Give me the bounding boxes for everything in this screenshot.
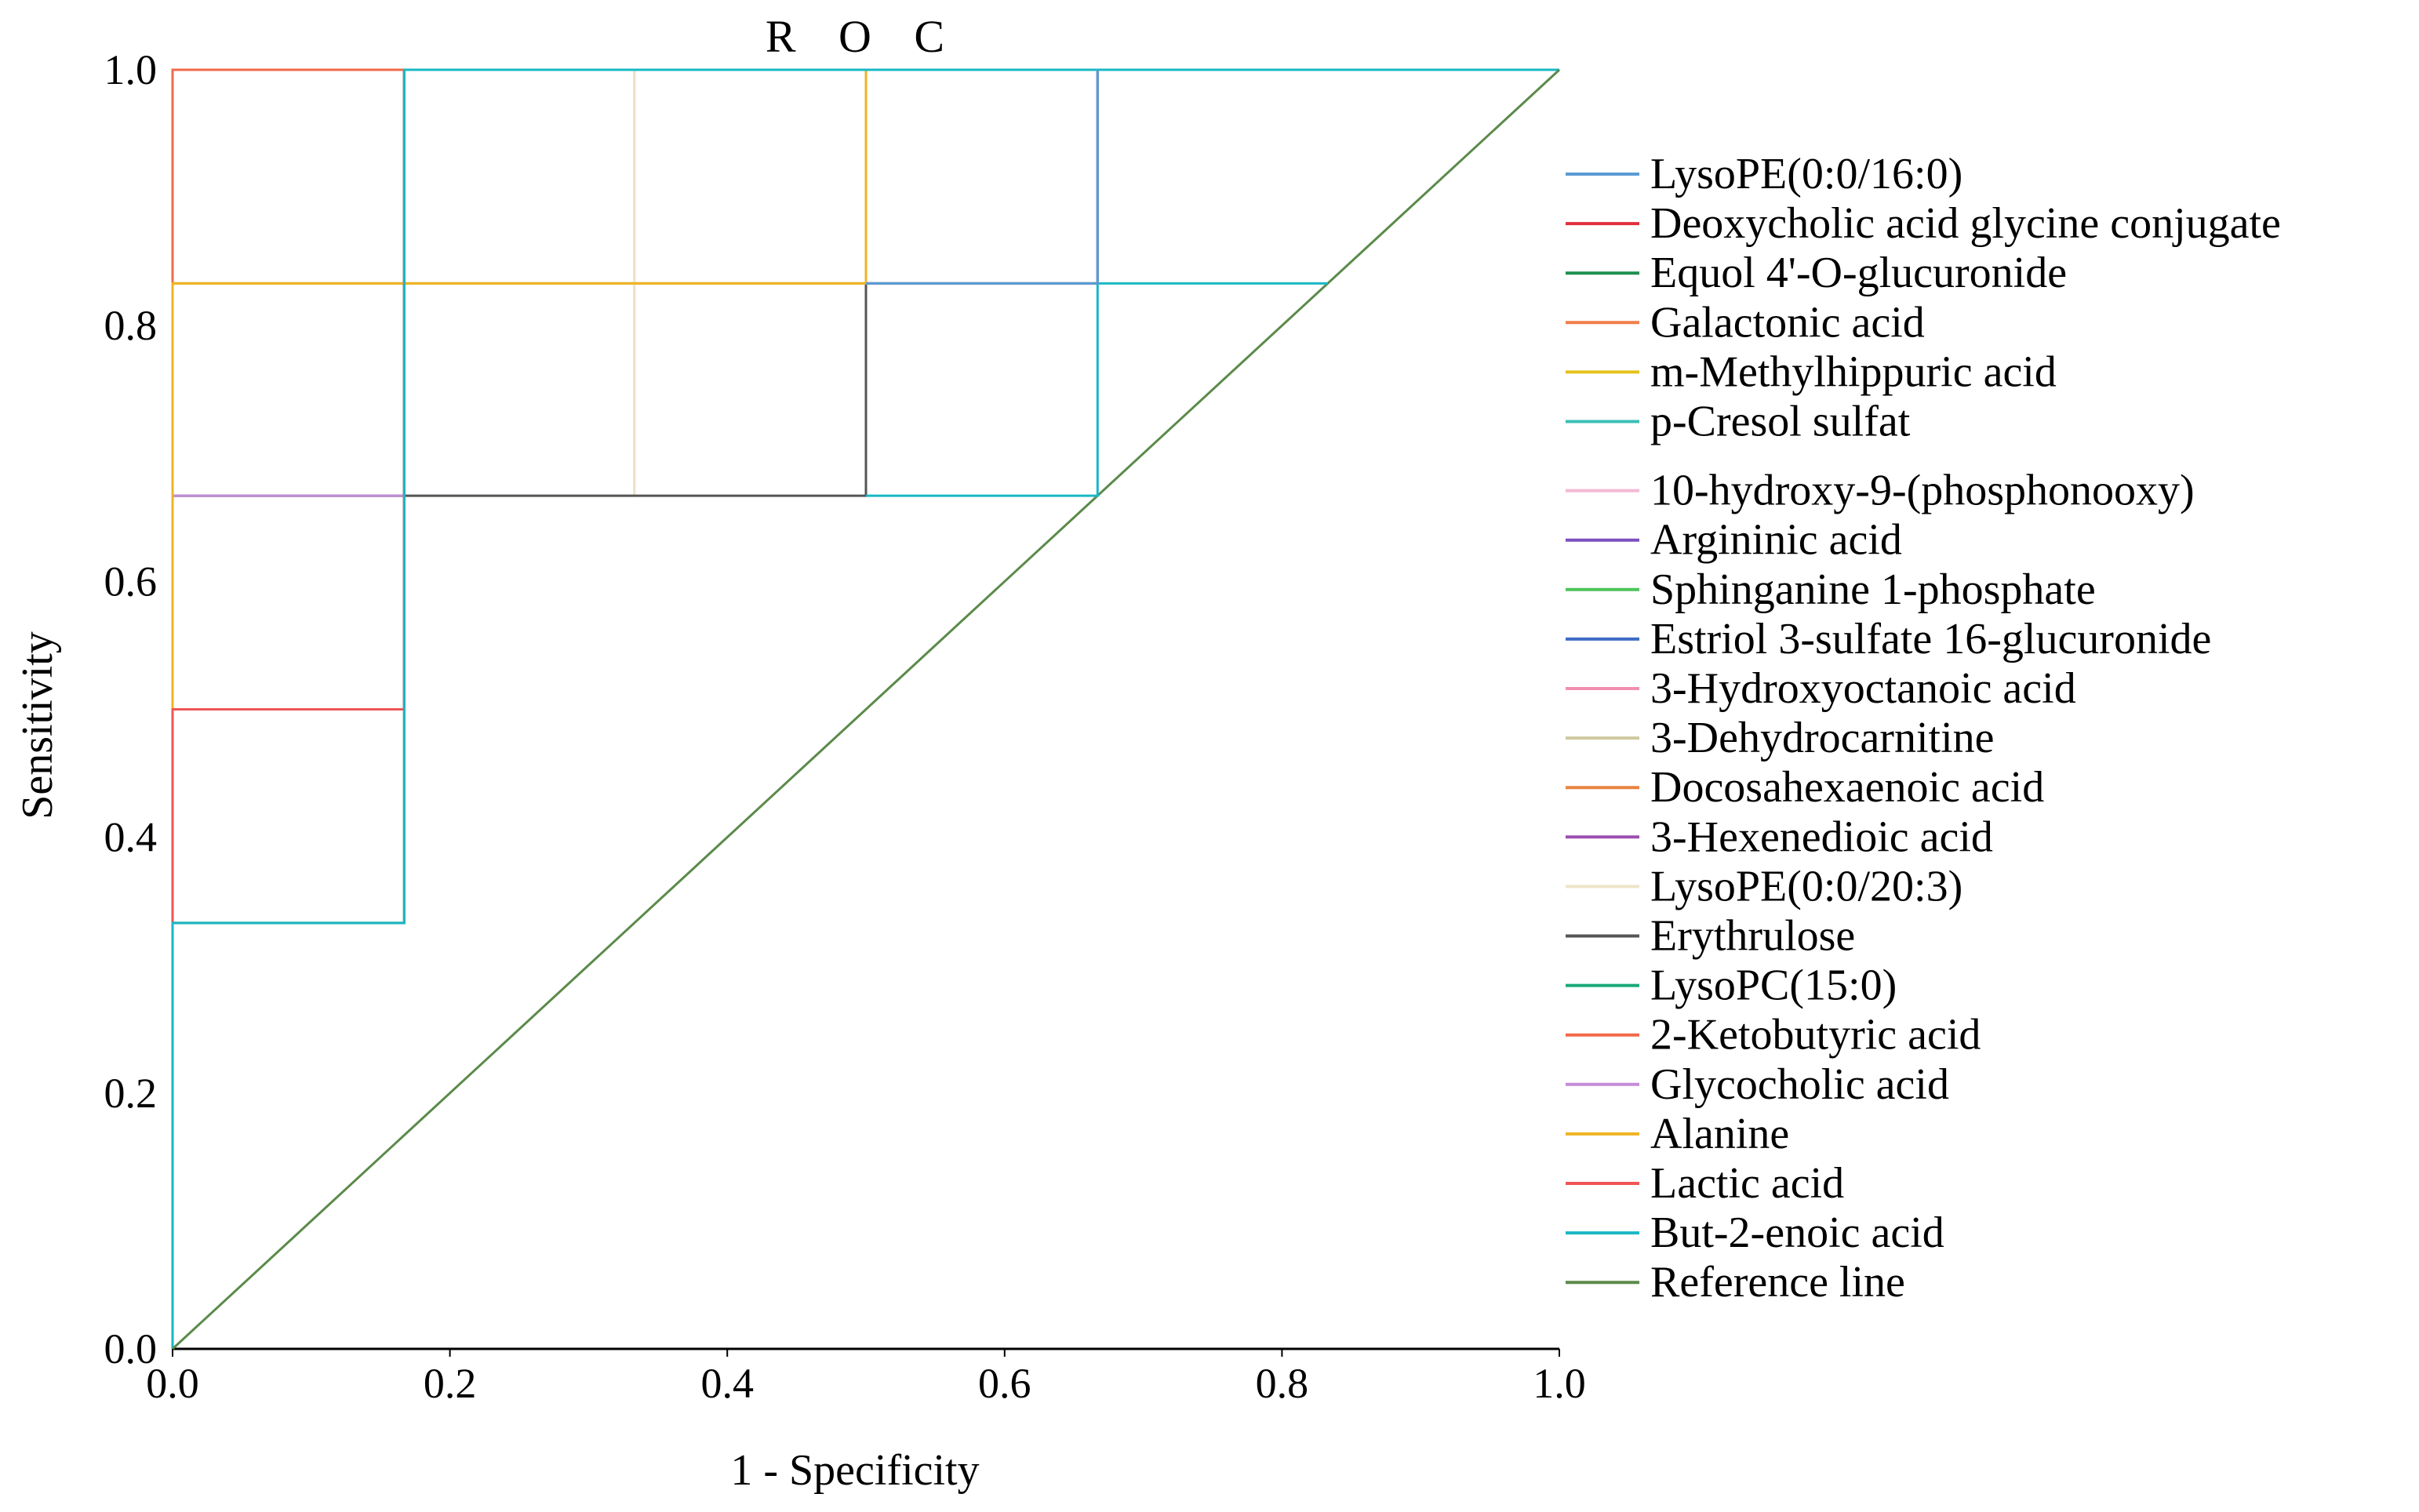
legend-item-alanine: Alanine [1566, 1110, 1789, 1158]
extra-segments-layer [866, 70, 1328, 497]
y-tick-label: 1.0 [104, 46, 158, 93]
legend-label: LysoPE(0:0/16:0) [1650, 150, 1962, 198]
legend-item-docosahexaenoic-acid: Docosahexaenoic acid [1566, 763, 2044, 812]
chart-title: R O C [766, 11, 960, 62]
legend-label: 10-hydroxy-9-(phosphonooxy) [1650, 467, 2195, 515]
legend-label: p-Cresol sulfat [1650, 398, 1911, 446]
legend-item-glycocholic-acid: Glycocholic acid [1566, 1060, 1949, 1109]
legend-item-2-ketobutyric-acid: 2-Ketobutyric acid [1566, 1011, 1981, 1059]
legend-item-lactic-acid: Lactic acid [1566, 1159, 1844, 1208]
legend-label: Docosahexaenoic acid [1650, 763, 2044, 812]
x-tick-label: 0.4 [700, 1360, 754, 1407]
legend-label: Reference line [1650, 1258, 1905, 1307]
y-tick-label: 0.8 [104, 302, 158, 349]
legend-item-equol-4-o-glucuronide: Equol 4'-O-glucuronide [1566, 249, 2067, 297]
legend-item-erythrulose: Erythrulose [1566, 912, 1855, 961]
y-tick-label: 0.4 [104, 814, 158, 861]
legend-label: Sphinganine 1-phosphate [1650, 565, 2096, 614]
x-tick-label: 0.0 [146, 1360, 199, 1407]
x-tick-label: 0.6 [978, 1360, 1031, 1407]
legend-item-sphinganine-1-phosphate: Sphinganine 1-phosphate [1566, 565, 2096, 614]
legend-item-argininic-acid: Argininic acid [1566, 516, 1902, 565]
legend-label: Erythrulose [1650, 912, 1855, 961]
y-tick-label: 0.6 [104, 558, 158, 605]
y-tick-labels: 0.0 0.2 0.4 0.6 0.8 1.0 [104, 46, 158, 1372]
legend: LysoPE(0:0/16:0)Deoxycholic acid glycine… [1566, 150, 2281, 1307]
legend-item-galactonic-acid: Galactonic acid [1566, 298, 1925, 347]
legend-label: Alanine [1650, 1110, 1789, 1158]
legend-label: LysoPE(0:0/20:3) [1650, 862, 1962, 910]
x-tick-label: 1.0 [1533, 1360, 1586, 1407]
x-tick-labels: 0.0 0.2 0.4 0.6 0.8 1.0 [146, 1349, 1586, 1407]
legend-label: Galactonic acid [1650, 298, 1925, 347]
legend-label: LysoPC(15:0) [1650, 961, 1897, 1010]
legend-item-10-hydroxy-9-phosphonooxy: 10-hydroxy-9-(phosphonooxy) [1566, 467, 2195, 515]
legend-label: m-Methylhippuric acid [1650, 347, 2057, 396]
legend-label: Estriol 3-sulfate 16-glucuronide [1650, 615, 2211, 663]
legend-item-lysope-0-0-20-3: LysoPE(0:0/20:3) [1566, 862, 1962, 910]
legend-label: Lactic acid [1650, 1159, 1844, 1208]
y-tick-label: 0.2 [104, 1070, 158, 1117]
legend-item-but-2-enoic-acid: But-2-enoic acid [1566, 1209, 1944, 1257]
legend-label: 3-Dehydrocarnitine [1650, 714, 1994, 762]
legend-item-p-cresol-sulfat: p-Cresol sulfat [1566, 398, 1911, 446]
legend-label: But-2-enoic acid [1650, 1209, 1944, 1257]
series-segment-but-2-enoic-acid-0 [866, 282, 1328, 497]
legend-item-3-hydroxyoctanoic-acid: 3-Hydroxyoctanoic acid [1566, 664, 2076, 713]
legend-item-3-hexenedioic-acid: 3-Hexenedioic acid [1566, 812, 1993, 861]
legend-label: 3-Hexenedioic acid [1650, 812, 1993, 861]
legend-label: Deoxycholic acid glycine conjugate [1650, 199, 2281, 248]
legend-label: Glycocholic acid [1650, 1060, 1949, 1109]
series-segment-lysope-0-0-16-0-1 [866, 70, 1099, 285]
legend-item-lysope-0-0-16-0: LysoPE(0:0/16:0) [1566, 150, 1962, 198]
y-tick-label: 0.0 [104, 1325, 158, 1372]
legend-label: Argininic acid [1650, 516, 1902, 565]
legend-label: Equol 4'-O-glucuronide [1650, 249, 2067, 297]
y-axis-label: Sensitivity [13, 631, 62, 820]
legend-label: 3-Hydroxyoctanoic acid [1650, 664, 2076, 713]
series-line-but-2-enoic-acid [171, 68, 1559, 1349]
legend-item-lysopc-15-0: LysoPC(15:0) [1566, 961, 1897, 1010]
legend-label: 2-Ketobutyric acid [1650, 1011, 1981, 1059]
legend-item-reference-line: Reference line [1566, 1258, 1905, 1307]
series-layer [171, 68, 1561, 1350]
legend-item-estriol-3-sulfate-16-glucuronide: Estriol 3-sulfate 16-glucuronide [1566, 615, 2211, 663]
series-line-reference-line [171, 68, 1561, 1350]
x-tick-label: 0.2 [424, 1360, 477, 1407]
x-tick-label: 0.8 [1256, 1360, 1309, 1407]
plot-area [171, 68, 1561, 1350]
x-axis-label: 1 - Specificity [730, 1446, 979, 1495]
legend-item-3-dehydrocarnitine: 3-Dehydrocarnitine [1566, 714, 1994, 762]
legend-item-m-methylhippuric-acid: m-Methylhippuric acid [1566, 347, 2057, 396]
legend-item-deoxycholic-acid-glycine-conjugate: Deoxycholic acid glycine conjugate [1566, 199, 2281, 248]
